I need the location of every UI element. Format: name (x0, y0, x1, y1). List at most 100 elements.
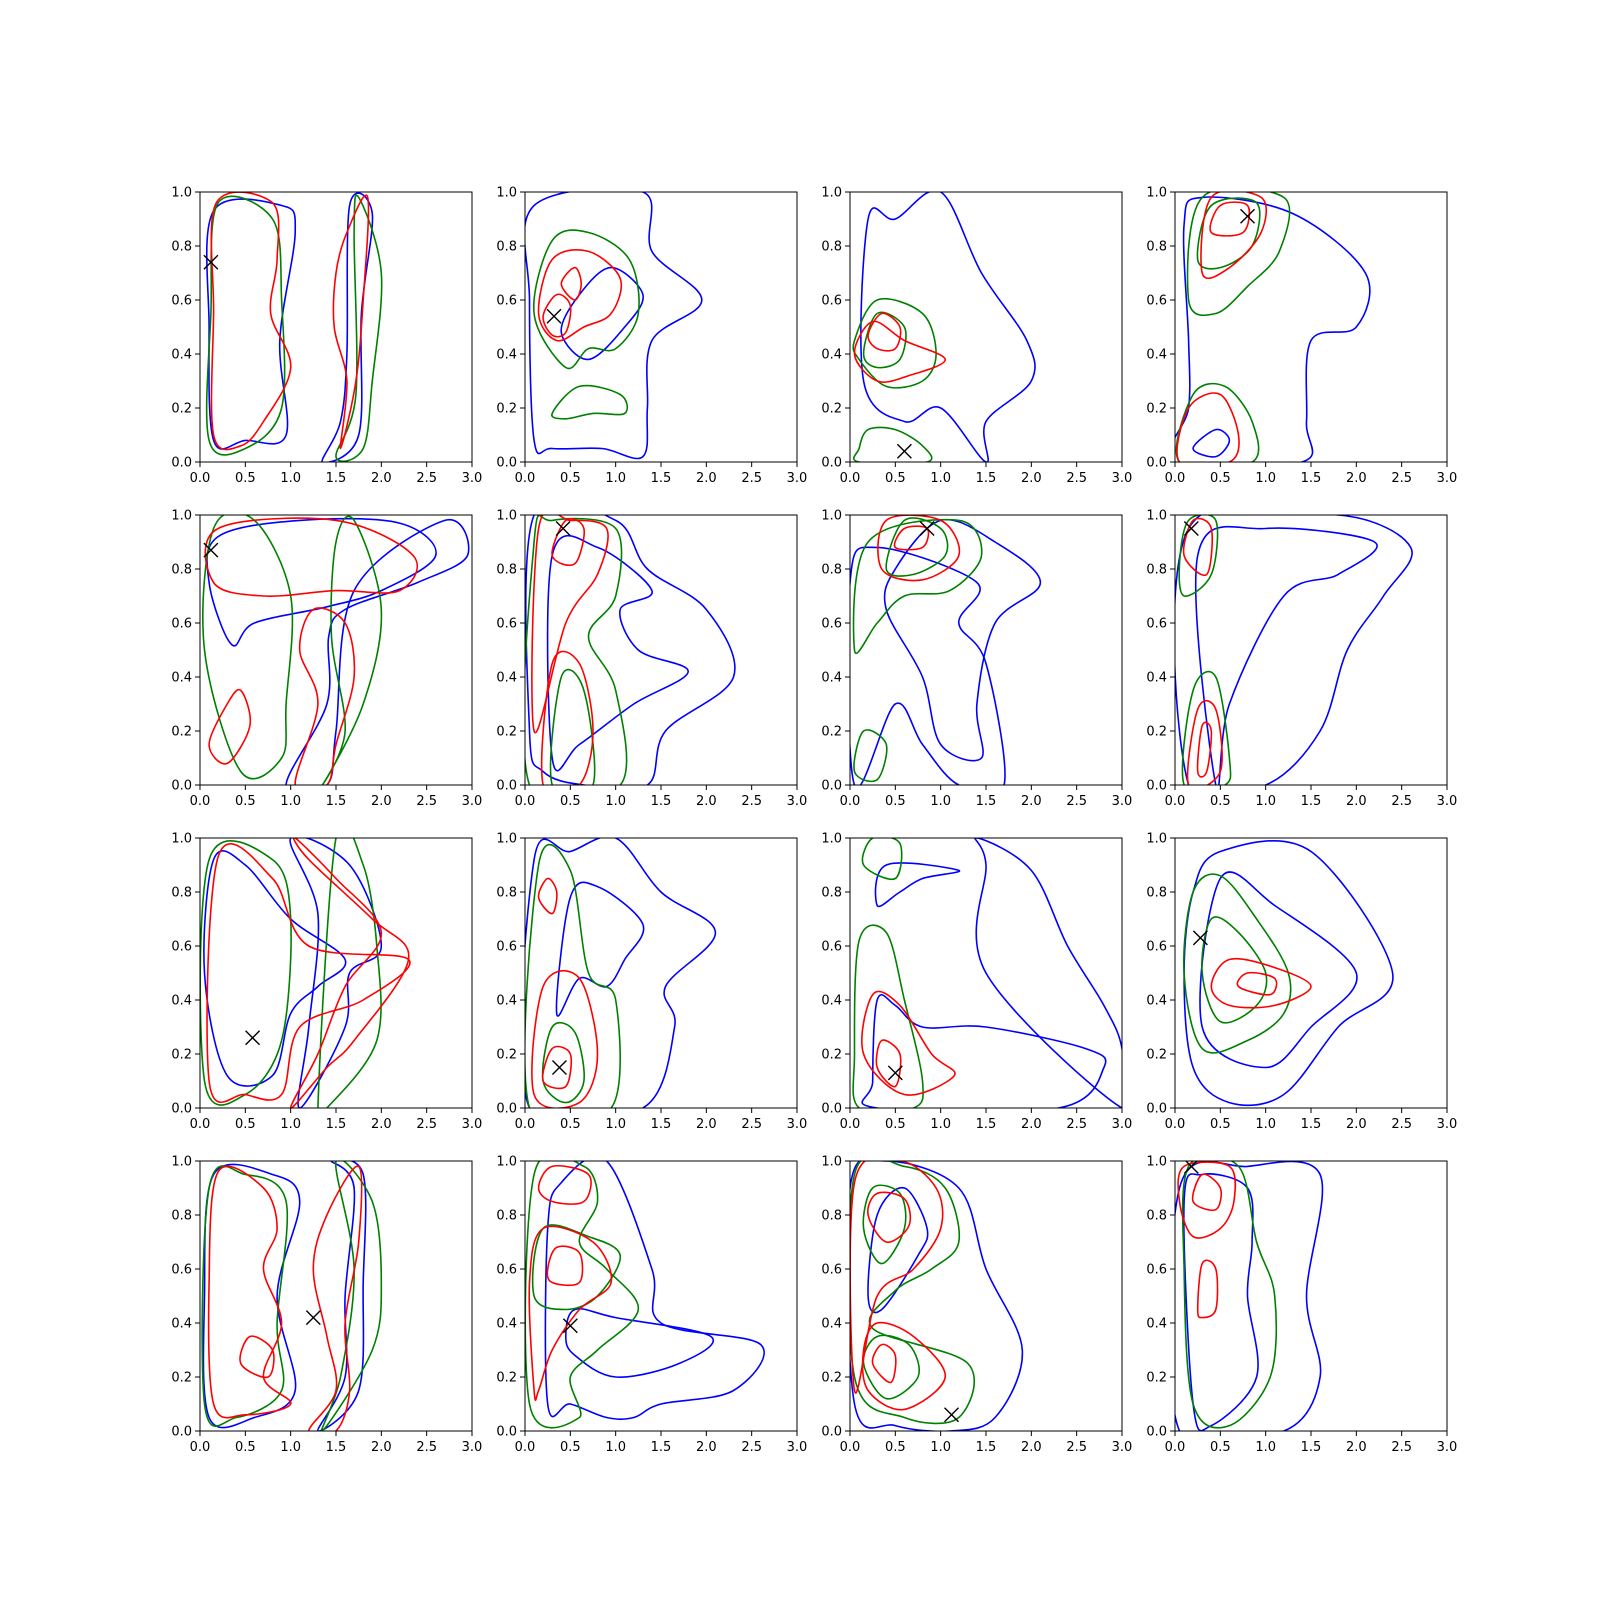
x-tick-label: 0.0 (515, 1117, 536, 1132)
x-tick-label: 1.5 (1301, 1440, 1322, 1455)
y-tick-label: 0.8 (171, 886, 192, 901)
y-tick-label: 0.8 (821, 886, 842, 901)
contour-red-6 (208, 688, 252, 765)
contour-red-5 (1236, 971, 1278, 996)
x-tick-label: 3.0 (462, 794, 483, 809)
x-tick-label: 2.0 (1346, 471, 1367, 486)
contour-blue-1 (1195, 525, 1378, 785)
y-tick-label: 0.8 (821, 1209, 842, 1224)
contour-blue-0 (861, 994, 1107, 1108)
x-tick-label: 0.0 (190, 471, 211, 486)
x-tick-label: 2.0 (1021, 1440, 1042, 1455)
x-tick-label: 2.0 (371, 1117, 392, 1132)
x-tick-label: 3.0 (787, 1440, 808, 1455)
x-tick-label: 0.5 (885, 471, 906, 486)
y-tick-label: 0.4 (1146, 348, 1167, 363)
x-tick-label: 1.0 (1255, 1117, 1276, 1132)
contour-red-7 (871, 1343, 897, 1384)
contour-red-6 (239, 1335, 275, 1379)
y-tick-label: 0.4 (496, 1317, 517, 1332)
x-marker (1192, 930, 1208, 946)
y-tick-label: 0.6 (821, 1263, 842, 1278)
y-tick-label: 0.2 (496, 725, 517, 740)
contour-green-2 (1178, 515, 1219, 597)
x-tick-label: 0.0 (1165, 471, 1186, 486)
y-tick-label: 1.0 (1146, 832, 1167, 847)
y-tick-label: 0.2 (171, 402, 192, 417)
contour-red-5 (537, 1165, 592, 1205)
contour-group (525, 192, 703, 460)
subplot-r3c2: 0.0 0.5 1.0 1.5 2.0 2.5 3.0 0.0 0.2 0.4 0.6 0.8 1.0 (496, 832, 807, 1133)
x-tick-label: 2.0 (371, 794, 392, 809)
contour-blue-1 (564, 1307, 715, 1378)
y-tick-label: 0.0 (171, 1102, 192, 1117)
y-tick-label: 1.0 (821, 509, 842, 524)
contour-green-2 (1186, 192, 1291, 317)
x-marker (555, 521, 571, 536)
x-tick-label: 2.0 (371, 1440, 392, 1455)
y-tick-label: 0.6 (1146, 294, 1167, 309)
x-tick-label: 0.0 (840, 794, 861, 809)
contour-group (1183, 840, 1394, 1107)
contour-red-5 (1196, 1259, 1219, 1319)
subplot-r2c2: 0.0 0.5 1.0 1.5 2.0 2.5 3.0 0.0 0.2 0.4 0.6 0.8 1.0 (496, 509, 807, 810)
y-tick-label: 1.0 (496, 832, 517, 847)
y-tick-label: 0.4 (171, 994, 192, 1009)
x-tick-label: 2.0 (696, 1117, 717, 1132)
x-tick-label: 0.5 (1210, 471, 1231, 486)
contour-red-4 (531, 515, 609, 734)
contour-red-6 (1209, 201, 1251, 237)
contour-green-2 (850, 1161, 976, 1425)
x-tick-label: 0.0 (190, 1440, 211, 1455)
contour-group (201, 1161, 383, 1431)
contour-green-2 (202, 515, 294, 780)
contour-red-4 (853, 320, 946, 383)
contour-group (203, 192, 383, 462)
contour-group (525, 838, 717, 1108)
contour-green-2 (1181, 1161, 1278, 1429)
contour-green-3 (320, 1161, 383, 1431)
x-tick-label: 3.0 (787, 471, 808, 486)
x-tick-label: 1.0 (1255, 1440, 1276, 1455)
contour-blue-1 (285, 518, 470, 785)
y-tick-label: 0.8 (1146, 886, 1167, 901)
contour-group (852, 192, 1036, 462)
x-marker (562, 1318, 578, 1334)
contour-green-2 (525, 515, 628, 785)
contour-group (200, 838, 411, 1108)
y-tick-label: 0.4 (1146, 1317, 1167, 1332)
contour-green-1 (852, 298, 937, 389)
x-tick-label: 0.5 (235, 794, 256, 809)
y-tick-label: 0.4 (496, 348, 517, 363)
y-tick-label: 0.2 (1146, 1371, 1167, 1386)
x-tick-label: 1.5 (651, 1440, 672, 1455)
y-tick-label: 0.0 (1146, 1425, 1167, 1440)
x-tick-label: 1.0 (605, 471, 626, 486)
x-marker (1183, 521, 1199, 536)
y-tick-label: 0.0 (821, 779, 842, 794)
y-tick-label: 0.8 (1146, 240, 1167, 255)
contour-blue-0 (206, 517, 437, 647)
x-marker (203, 542, 219, 558)
x-tick-label: 1.5 (326, 1440, 347, 1455)
y-tick-label: 0.0 (1146, 1102, 1167, 1117)
contour-blue-0 (205, 198, 297, 450)
x-tick-label: 0.5 (1210, 1117, 1231, 1132)
x-tick-label: 1.0 (605, 1117, 626, 1132)
x-tick-label: 0.0 (1165, 794, 1186, 809)
contour-green-4 (862, 1334, 920, 1400)
x-tick-label: 1.5 (976, 794, 997, 809)
y-tick-label: 0.0 (171, 456, 192, 471)
x-tick-label: 2.0 (1021, 794, 1042, 809)
x-tick-label: 1.0 (930, 794, 951, 809)
x-tick-label: 0.5 (235, 1440, 256, 1455)
x-tick-label: 0.5 (1210, 1440, 1231, 1455)
y-tick-label: 0.2 (496, 1048, 517, 1063)
x-tick-label: 0.0 (840, 1440, 861, 1455)
contour-red-4 (1210, 957, 1312, 1009)
x-tick-label: 0.5 (560, 471, 581, 486)
x-tick-label: 2.5 (741, 471, 762, 486)
y-tick-label: 0.6 (496, 294, 517, 309)
x-tick-label: 2.5 (1391, 1440, 1412, 1455)
